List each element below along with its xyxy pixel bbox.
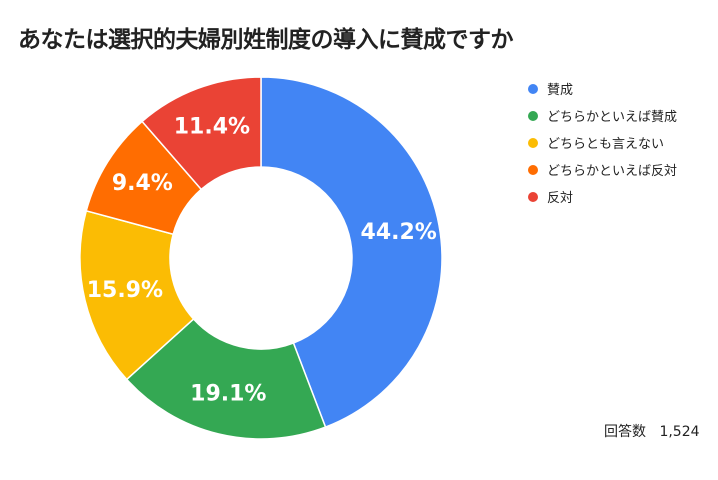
legend-label-3: どちらとも言えない bbox=[547, 137, 665, 152]
legend-item-4: どちらかといえば反対 bbox=[528, 156, 677, 183]
donut-slice-1 bbox=[260, 76, 443, 429]
legend-label-1: 賛成 bbox=[547, 83, 574, 98]
legend-label-4: どちらかといえば反対 bbox=[547, 164, 678, 179]
chart-title: あなたは選択的夫婦別姓制度の導入に賛成ですか bbox=[18, 27, 514, 53]
legend-item-2: どちらかといえば賛成 bbox=[528, 102, 677, 129]
legend-swatch-4 bbox=[528, 164, 538, 175]
slice-data-label-2: 19.1% bbox=[190, 382, 266, 407]
response-count-value: 1,524 bbox=[659, 424, 700, 440]
legend-item-3: どちらとも言えない bbox=[528, 129, 677, 156]
response-count-label: 回答数 bbox=[604, 424, 646, 440]
slice-data-label-4: 9.4% bbox=[112, 171, 173, 196]
donut-slice-5 bbox=[141, 76, 262, 191]
legend-swatch-3 bbox=[528, 137, 538, 148]
slice-data-label-1: 44.2% bbox=[361, 220, 437, 245]
slice-data-label-3: 15.9% bbox=[87, 278, 163, 303]
response-count: 回答数 1,524 bbox=[604, 421, 700, 441]
legend-item-5: 反対 bbox=[528, 183, 677, 210]
legend-swatch-1 bbox=[528, 83, 538, 94]
donut-slice-3 bbox=[79, 209, 195, 381]
legend-swatch-5 bbox=[528, 191, 538, 202]
legend-label-5: 反対 bbox=[547, 191, 574, 206]
chart-legend: 賛成どちらかといえば賛成 どちらとも言えない どちらかといえば反対 反対 bbox=[528, 75, 677, 210]
donut-slice-2 bbox=[125, 317, 327, 440]
legend-item-1: 賛成 bbox=[528, 75, 677, 102]
legend-label-2: どちらかといえば賛成 bbox=[547, 110, 678, 125]
slice-data-label-5: 11.4% bbox=[174, 114, 250, 139]
legend-swatch-2 bbox=[528, 110, 538, 121]
